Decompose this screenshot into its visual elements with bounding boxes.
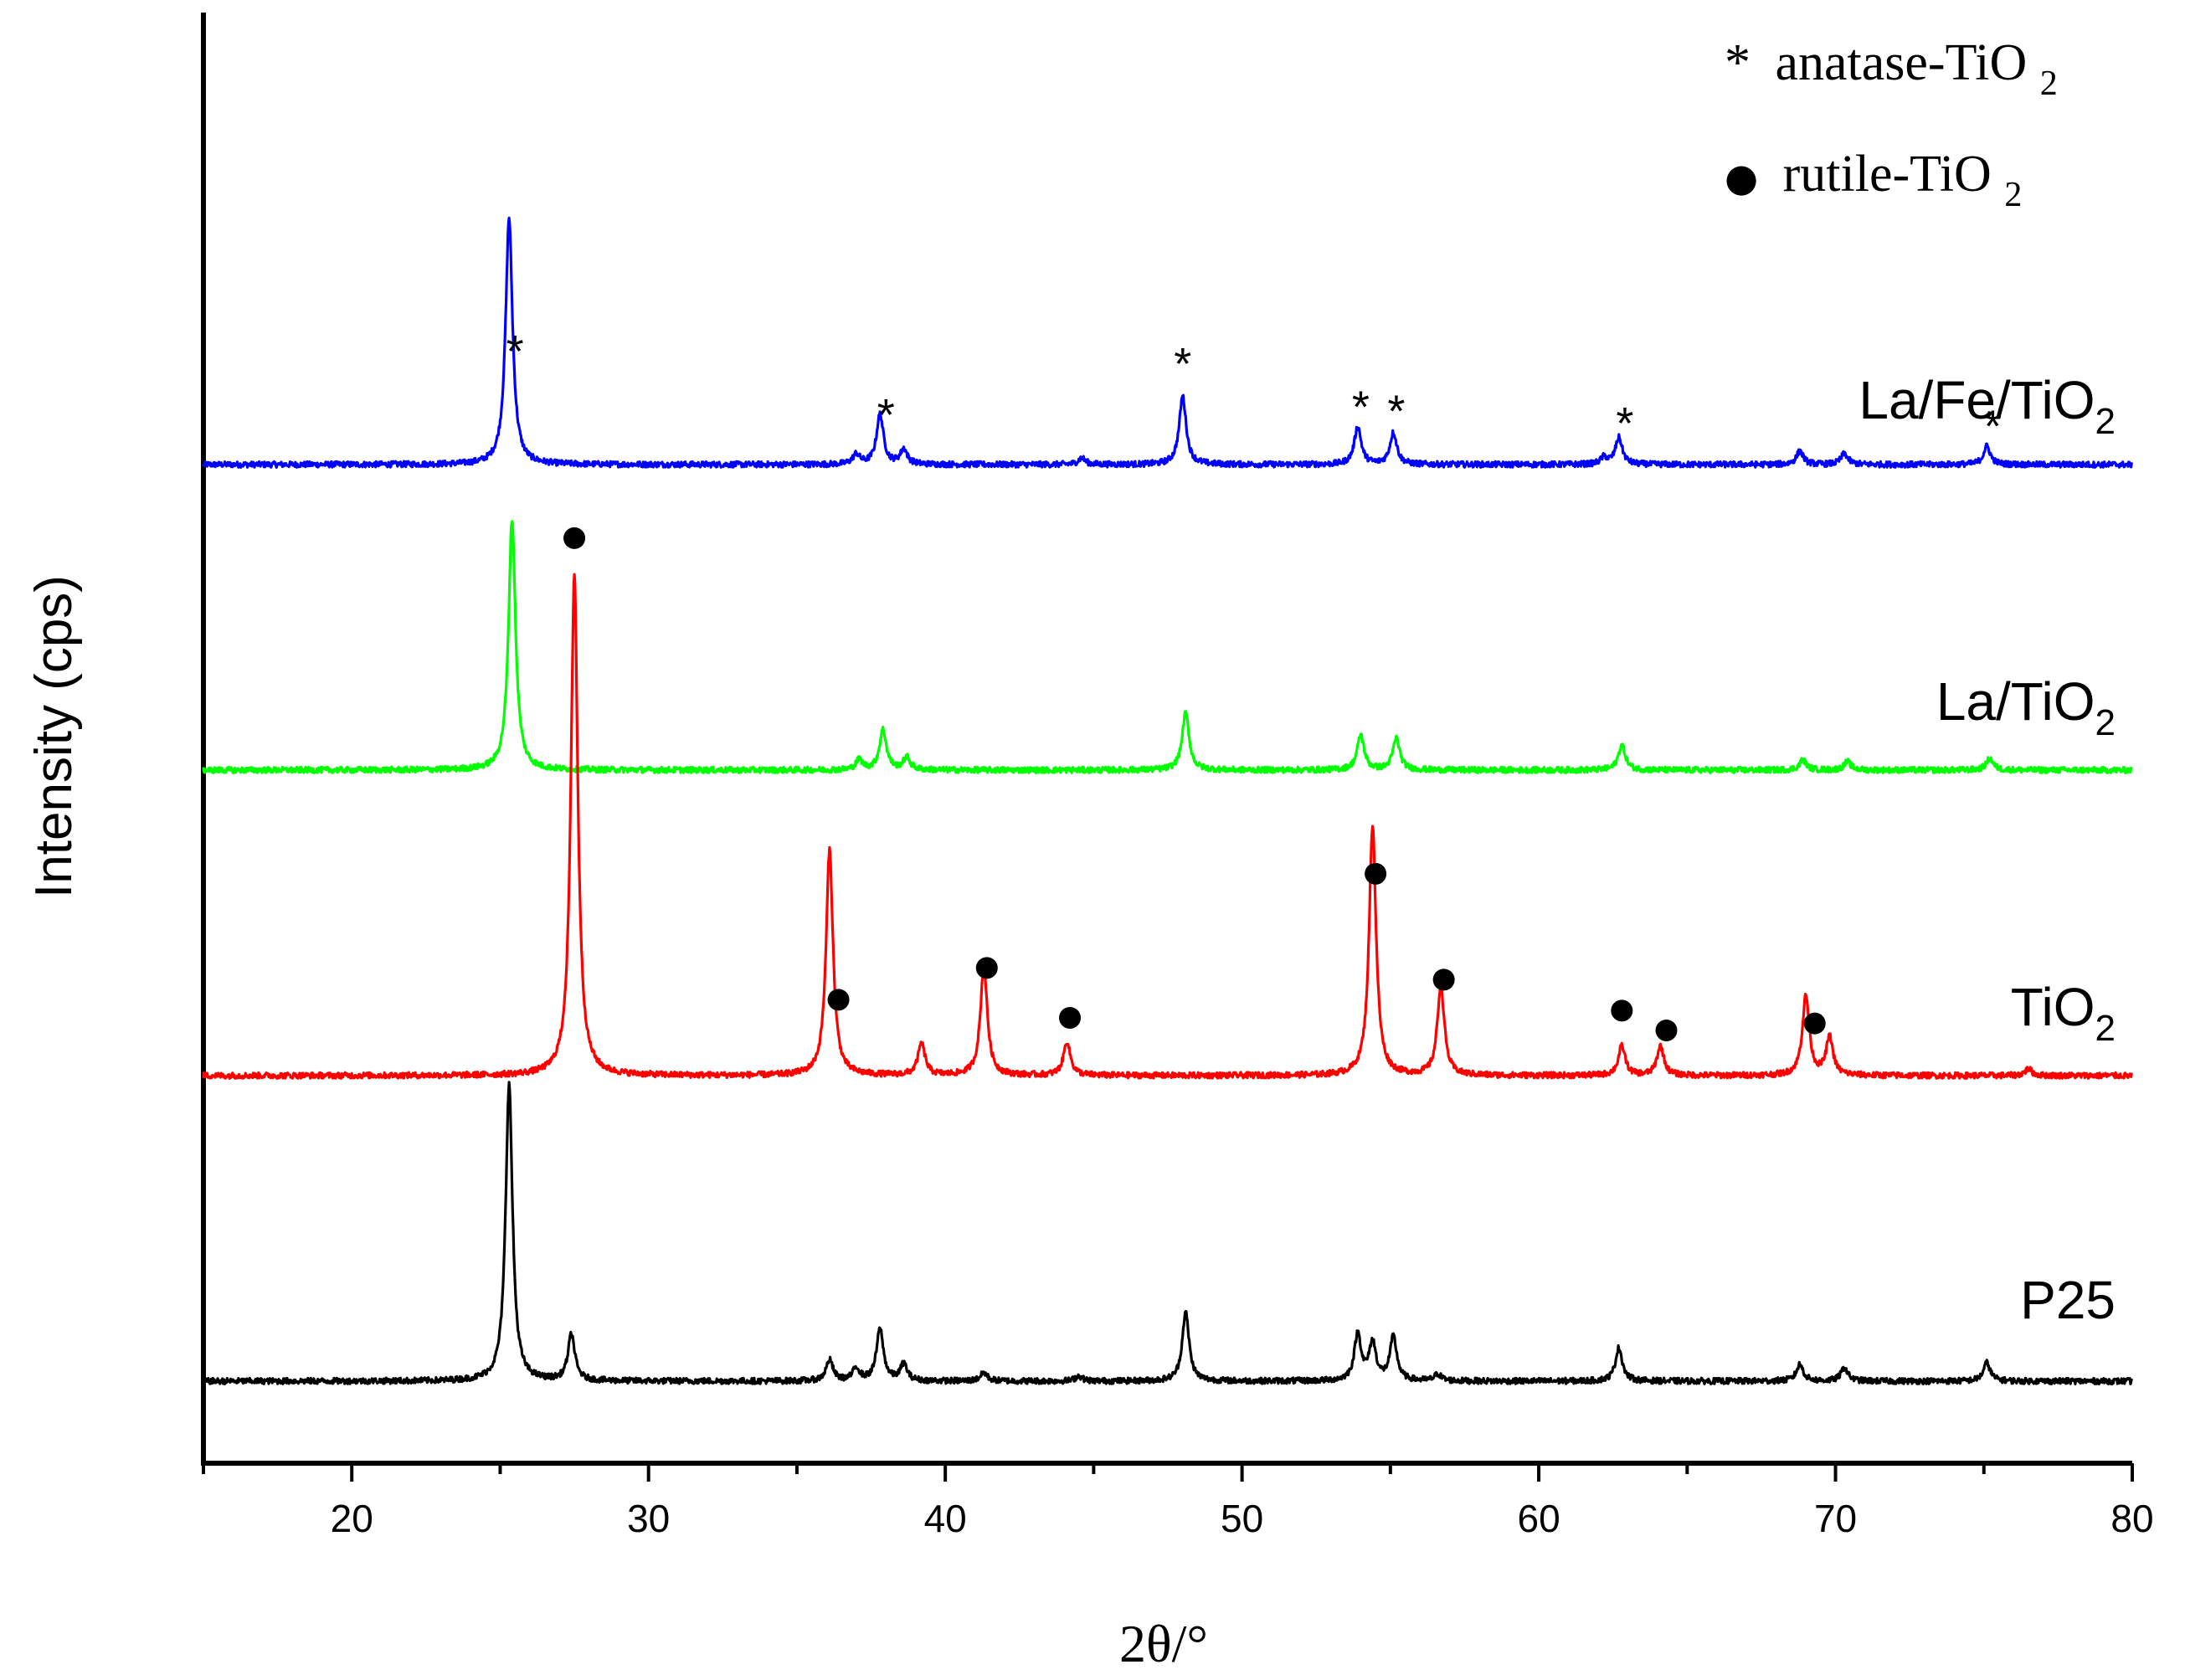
rutile-marker — [1059, 1006, 1082, 1029]
x-tick-label: 50 — [1221, 1497, 1263, 1540]
anatase-marker: * — [1984, 402, 2002, 452]
series-label-subscript: 2 — [2095, 702, 2116, 743]
legend-subscript-rutile: 2 — [2004, 176, 2022, 214]
axes: 20 30 40 50 60 70 80 — [201, 13, 2154, 1540]
x-axis-title: 2θ/° — [1119, 1614, 1208, 1673]
legend-symbol-star: * — [1725, 34, 1751, 91]
peak-markers: * * * * * * * — [506, 326, 2002, 1041]
legend-label-rutile: rutile-TiO — [1783, 146, 1992, 203]
rutile-marker — [1611, 999, 1633, 1022]
series-label-la-fe-tio2: La/Fe/TiO2 — [1859, 370, 2116, 442]
series-label-text: P25 — [2020, 1270, 2116, 1330]
legend-subscript-anatase: 2 — [2040, 64, 2058, 103]
series-label-subscript: 2 — [2095, 401, 2116, 442]
x-tick-label: 80 — [2110, 1497, 2153, 1540]
rutile-marker — [827, 989, 850, 1011]
anatase-marker: * — [506, 326, 524, 377]
x-tick-label: 20 — [331, 1497, 373, 1540]
anatase-marker: * — [1352, 383, 1370, 433]
anatase-marker: * — [877, 390, 895, 440]
rutile-marker — [1655, 1019, 1678, 1041]
legend-label-anatase: anatase-TiO — [1776, 34, 2028, 91]
series-label-text: La/Fe/TiO — [1859, 370, 2095, 430]
x-tick-label: 40 — [924, 1497, 967, 1540]
series-line-tio2 — [202, 573, 2133, 1080]
rutile-marker — [975, 957, 998, 979]
series-label-text: TiO — [2011, 977, 2095, 1037]
rutile-marker — [1432, 968, 1455, 991]
x-tick-label: 30 — [627, 1497, 670, 1540]
anatase-marker: * — [1174, 339, 1191, 389]
rutile-marker — [1365, 862, 1387, 885]
series-label-text: La/TiO — [1936, 671, 2095, 732]
rutile-marker — [563, 527, 586, 549]
series-label-la-tio2: La/TiO2 — [1936, 671, 2116, 743]
series-label-tio2: TiO2 — [2011, 977, 2116, 1049]
rutile-marker — [1803, 1012, 1826, 1035]
traces — [202, 216, 2133, 1386]
y-axis-title: Intensity (cps) — [25, 575, 83, 898]
series-label-subscript: 2 — [2095, 1008, 2116, 1049]
legend-entry-anatase: * anatase-TiO 2 — [1725, 34, 2058, 103]
x-tick-label: 70 — [1814, 1497, 1857, 1540]
legend-symbol-dot: ● — [1725, 155, 1758, 200]
series-line-la-tio2 — [202, 520, 2133, 774]
anatase-marker: * — [1616, 398, 1633, 449]
series-label-p25: P25 — [2020, 1270, 2116, 1330]
x-tick-label: 60 — [1517, 1497, 1560, 1540]
legend: * anatase-TiO 2 ● rutile-TiO 2 — [1725, 34, 2058, 214]
legend-entry-rutile: ● rutile-TiO 2 — [1725, 146, 2022, 214]
series-line-la-fe-tio2 — [202, 216, 2133, 469]
series-line-p25 — [202, 1081, 2133, 1386]
anatase-marker: * — [1387, 386, 1405, 436]
